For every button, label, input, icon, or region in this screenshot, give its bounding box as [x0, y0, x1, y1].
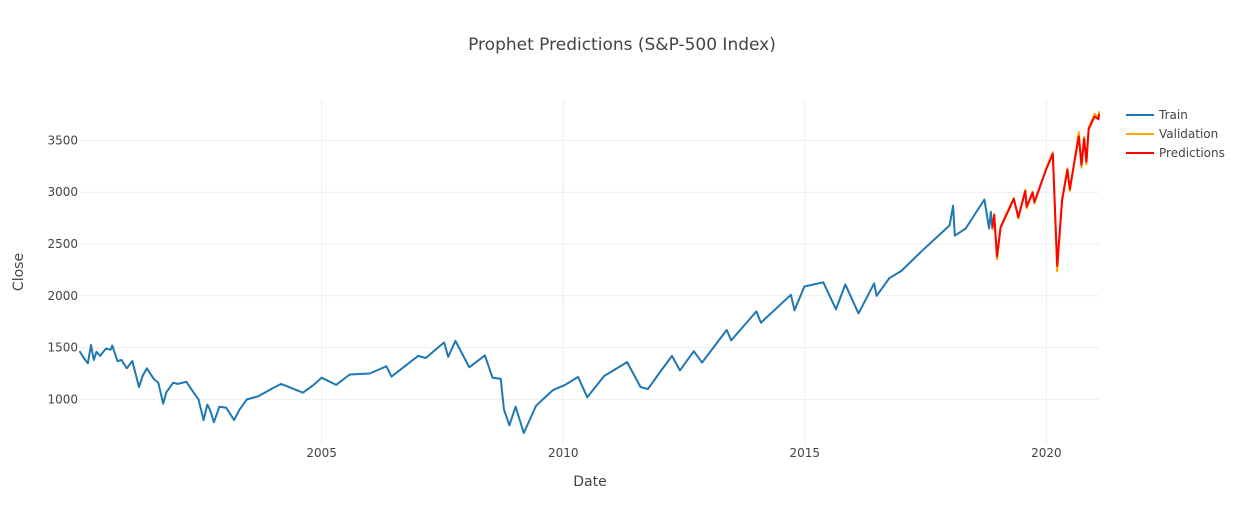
tick-label-layer: 1000 1500 2000 2500 3000 3500 2005 2010 2015 2020 [47, 133, 1061, 460]
series-line-predictions [991, 113, 1100, 267]
series-line-train [79, 198, 994, 434]
legend-label-validation: Validation [1159, 127, 1218, 141]
y-tick-label: 1000 [47, 392, 78, 406]
y-tick-label: 2000 [47, 289, 78, 303]
x-axis-title: Date [573, 474, 606, 490]
x-tick-label: 2020 [1031, 446, 1062, 460]
x-tick-label: 2015 [790, 446, 821, 460]
y-tick-label: 2500 [47, 237, 78, 251]
y-tick-label: 3500 [47, 133, 78, 147]
x-tick-label: 2010 [548, 446, 579, 460]
series-layer [79, 111, 1100, 434]
y-tick-label: 1500 [47, 341, 78, 355]
chart-title: Prophet Predictions (S&P-500 Index) [468, 35, 776, 55]
y-tick-label: 3000 [47, 185, 78, 199]
y-axis-title: Close [11, 253, 27, 291]
x-tick-label: 2005 [306, 446, 337, 460]
legend-label-predictions: Predictions [1159, 146, 1225, 160]
legend-label-train: Train [1158, 108, 1188, 122]
grid-layer [80, 100, 1099, 445]
legend: Train Validation Predictions [1126, 108, 1225, 160]
